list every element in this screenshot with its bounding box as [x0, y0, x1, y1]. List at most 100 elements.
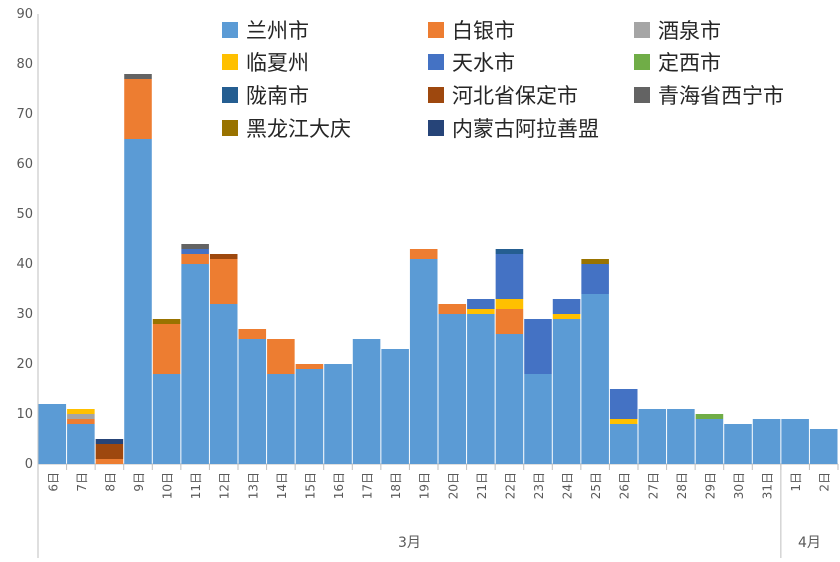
bar-segment: [409, 259, 438, 464]
bar-segment: [238, 339, 267, 464]
legend-label: 兰州市: [246, 19, 309, 43]
legend-swatch: [428, 87, 444, 103]
x-tick-label: 13日: [246, 472, 260, 499]
bar-segment: [438, 304, 467, 314]
bar-segment: [238, 329, 267, 339]
y-tick-label: 90: [16, 7, 33, 22]
y-tick-label: 0: [25, 457, 33, 472]
x-tick-label: 26日: [618, 472, 632, 499]
x-tick-label: 30日: [732, 472, 746, 499]
x-tick-label: 25日: [589, 472, 603, 499]
bar-segment: [667, 409, 695, 464]
x-tick-label: 10日: [161, 472, 175, 499]
x-tick-label: 19日: [418, 472, 432, 499]
y-tick-label: 30: [16, 307, 33, 322]
bar-segment: [552, 319, 581, 464]
legend-swatch: [222, 22, 238, 38]
legend-swatch: [222, 87, 238, 103]
bar-segment: [581, 264, 609, 294]
x-tick-label: 24日: [561, 472, 575, 499]
x-tick-label: 29日: [703, 472, 717, 499]
bar-segment: [67, 414, 95, 419]
bar-segment: [495, 334, 524, 464]
bar-segment: [267, 374, 295, 464]
y-tick-label: 10: [16, 407, 33, 422]
bar-segment: [467, 309, 495, 314]
bar-segment: [695, 414, 724, 419]
bar-segment: [438, 314, 467, 464]
legend-swatch: [222, 120, 238, 136]
bar-segment: [781, 419, 809, 464]
x-tick-label: 23日: [532, 472, 546, 499]
bar-segment: [381, 349, 409, 464]
bar-segment: [552, 314, 581, 319]
x-tick-label: 20日: [446, 472, 460, 499]
x-tick-label: 8日: [103, 472, 117, 492]
bar-segment: [695, 419, 724, 464]
x-tick-label: 6日: [46, 472, 60, 492]
bar-segment: [752, 419, 781, 464]
x-tick-label: 11日: [189, 472, 203, 499]
legend-label: 临夏州: [246, 51, 309, 75]
legend-swatch: [222, 54, 238, 70]
bar-segment: [95, 459, 124, 464]
x-tick-label: 27日: [646, 472, 660, 499]
x-tick-label: 14日: [275, 472, 289, 499]
bar-segment: [609, 419, 638, 424]
x-tick-label: 16日: [332, 472, 346, 499]
bar-segment: [552, 299, 581, 314]
month-label: 4月: [798, 535, 821, 551]
bar-segment: [467, 299, 495, 309]
bar-segment: [67, 424, 95, 464]
bar-segment: [495, 249, 524, 254]
bar-segment: [724, 424, 752, 464]
bar-segment: [209, 304, 238, 464]
bar-segment: [152, 319, 181, 324]
bar-segment: [409, 249, 438, 259]
legend-swatch: [634, 22, 650, 38]
bars: [38, 74, 838, 464]
legend-label: 天水市: [452, 51, 515, 75]
bar-segment: [581, 259, 609, 264]
x-tick-label: 12日: [218, 472, 232, 499]
x-tick-labels: 6日 7日 8日 9日 10日 11日 12日 13日 14日 15日 16日 17日 18日 19日 20…: [37, 464, 839, 558]
bar-segment: [124, 139, 152, 464]
bar-segment: [38, 404, 67, 464]
y-tick-label: 50: [16, 207, 33, 222]
bar-segment: [295, 364, 324, 369]
bar-segment: [95, 439, 124, 444]
y-tick-label: 40: [16, 257, 33, 272]
legend-label: 定西市: [658, 51, 721, 75]
bar-segment: [152, 324, 181, 374]
bar-segment: [581, 294, 609, 464]
x-tick-label: 21日: [475, 472, 489, 499]
legend-label: 白银市: [452, 19, 515, 43]
month-label: 3月: [398, 535, 421, 551]
bar-segment: [181, 249, 209, 254]
legend-label: 黑龙江大庆: [246, 117, 351, 141]
bar-segment: [124, 79, 152, 139]
bar-segment: [467, 314, 495, 464]
y-tick-label: 80: [16, 57, 33, 72]
legend-swatch: [428, 54, 444, 70]
bar-segment: [524, 319, 552, 374]
x-tick-label: 7日: [75, 472, 89, 492]
bar-segment: [124, 74, 152, 79]
legend-swatch: [634, 54, 650, 70]
bar-segment: [209, 259, 238, 304]
y-tick-label: 70: [16, 107, 33, 122]
bar-segment: [495, 309, 524, 334]
x-tick-label: 22日: [503, 472, 517, 499]
x-tick-label: 31日: [761, 472, 775, 499]
bar-segment: [495, 254, 524, 299]
bar-segment: [209, 254, 238, 259]
y-tick-labels: 0 10 20 30 40 50 60 70 80 90: [16, 7, 33, 472]
bar-segment: [352, 339, 381, 464]
bar-segment: [152, 374, 181, 464]
bar-segment: [324, 364, 352, 464]
legend-label: 青海省西宁市: [658, 84, 784, 108]
bar-segment: [67, 419, 95, 424]
bar-segment: [638, 409, 667, 464]
